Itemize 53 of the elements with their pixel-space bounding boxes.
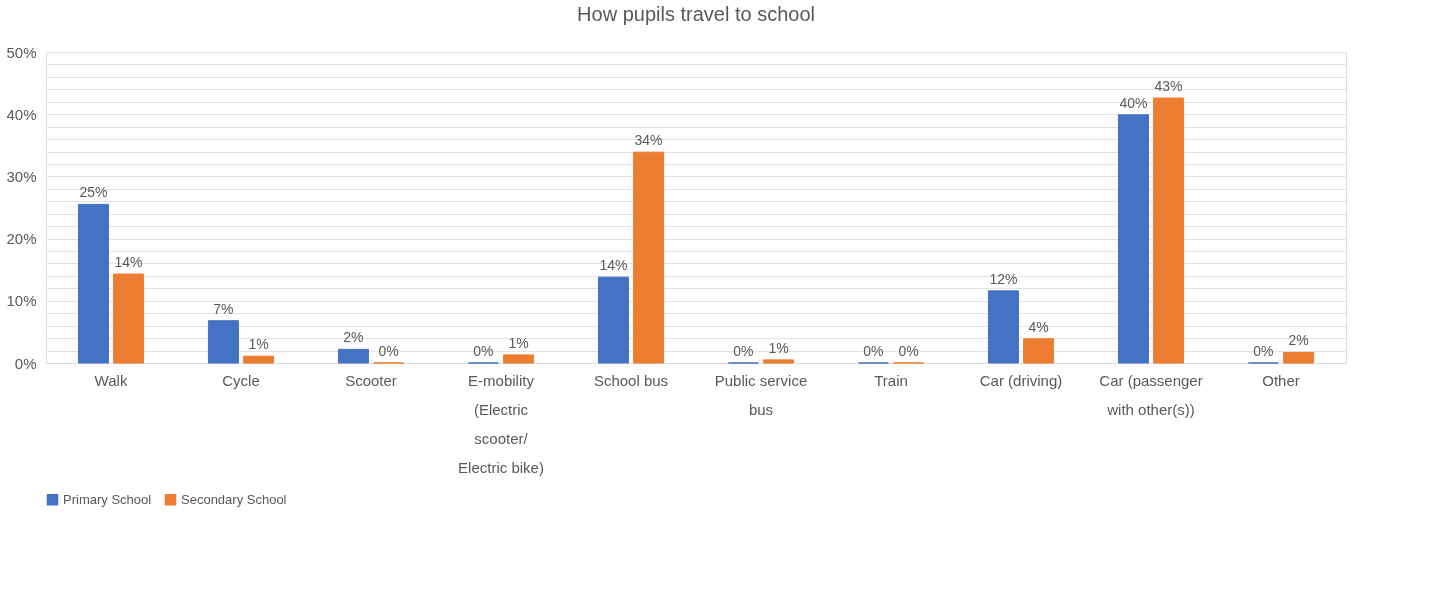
data-label: 25% — [79, 184, 108, 201]
data-label: 2% — [343, 329, 364, 346]
bar — [597, 276, 629, 364]
data-label: 0% — [1253, 343, 1274, 359]
bar — [633, 151, 665, 364]
bar — [113, 273, 145, 364]
data-label: 14% — [599, 257, 628, 274]
x-tick-label: Walk — [94, 371, 128, 389]
bar — [207, 320, 239, 364]
x-tick-label: Car (passenger with other(s)) — [1099, 371, 1203, 418]
data-label: 0% — [733, 343, 754, 359]
data-label: 0% — [473, 343, 494, 359]
data-label: 1% — [248, 336, 269, 353]
bar — [503, 354, 535, 364]
data-label: 43% — [1154, 78, 1183, 95]
bar — [1153, 97, 1185, 364]
x-tick-label: Cycle — [222, 371, 260, 389]
data-label: 1% — [768, 339, 789, 356]
y-tick-label: 20% — [6, 230, 37, 248]
x-tick-label: Other — [1262, 371, 1300, 389]
data-label: 7% — [213, 300, 234, 317]
data-label: 0% — [863, 343, 884, 359]
x-tick-label: E-mobility (Electric scooter/ Electric bike) — [458, 371, 544, 476]
bar — [337, 348, 369, 364]
data-label: 34% — [634, 132, 663, 149]
data-label: 1% — [508, 334, 529, 351]
bar — [243, 355, 275, 364]
bar — [1023, 338, 1055, 364]
x-tick-label: Train — [874, 371, 908, 389]
y-tick-label: 40% — [6, 105, 37, 123]
data-label: 0% — [378, 343, 399, 359]
x-tick-label: School bus — [593, 371, 669, 389]
data-label: 2% — [1288, 332, 1309, 349]
bar — [1117, 114, 1149, 364]
legend-label: Secondary School — [181, 491, 287, 507]
bar — [1283, 351, 1315, 364]
y-tick-label: 0% — [14, 354, 37, 372]
x-tick-label: Public service bus — [714, 371, 808, 418]
bar — [77, 203, 109, 364]
x-tick-label: Scooter — [345, 371, 397, 389]
y-tick-label: 30% — [6, 167, 37, 185]
y-tick-label: 50% — [6, 43, 37, 61]
y-tick-label: 10% — [6, 292, 37, 310]
bar — [763, 359, 795, 364]
data-label: 0% — [898, 343, 919, 359]
data-label: 40% — [1119, 94, 1148, 111]
chart-title: How pupils travel to school — [577, 3, 815, 25]
legend-label: Primary School — [63, 491, 152, 507]
x-tick-label: Car (driving) — [979, 371, 1063, 389]
data-label: 14% — [114, 254, 143, 271]
data-label: 4% — [1028, 318, 1049, 335]
data-label: 12% — [989, 270, 1018, 287]
bar — [987, 290, 1019, 364]
